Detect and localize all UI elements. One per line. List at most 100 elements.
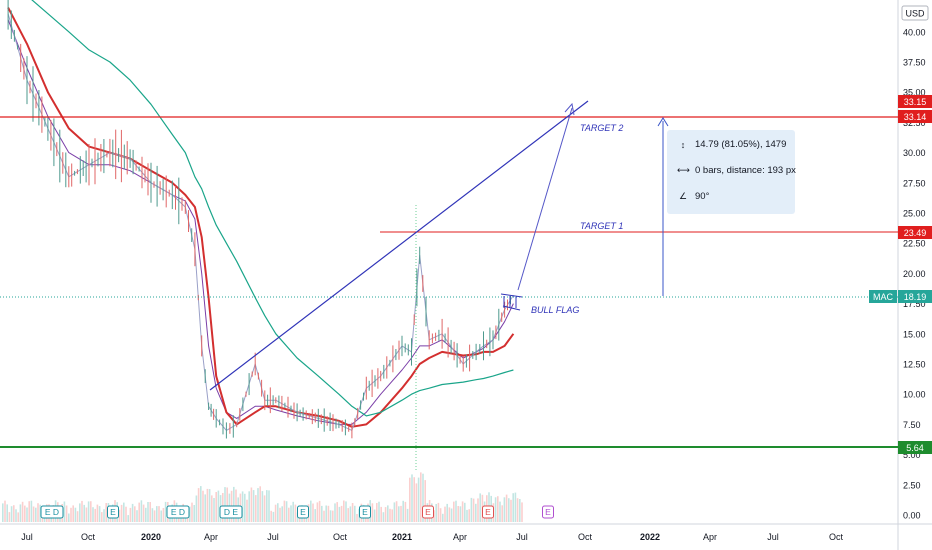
y-tick-label: 30.00 <box>903 148 926 158</box>
volume-bar <box>158 506 160 522</box>
volume-bar <box>450 508 453 522</box>
event-marker[interactable] <box>359 505 371 519</box>
volume-bar <box>283 500 286 522</box>
flag-bottom-line[interactable] <box>502 305 521 311</box>
volume-bar <box>120 504 123 522</box>
volume-bar <box>28 501 30 522</box>
volume-bar <box>72 505 74 522</box>
event-marker[interactable] <box>166 505 190 519</box>
time-axis[interactable]: Jul Oct 2020 Apr Jul Oct 2021 Apr Jul Oct 2022 Apr J… <box>21 532 843 542</box>
event-marker[interactable] <box>40 505 64 519</box>
event-marker[interactable] <box>482 505 494 519</box>
volume-bar <box>415 483 418 522</box>
volume-bar <box>191 502 193 522</box>
volume-bar <box>204 494 206 522</box>
x-tick-label: Apr <box>204 532 218 542</box>
volume-bar <box>466 509 468 522</box>
volume-bar <box>468 509 470 522</box>
measure-row-price: ↕ 14.79 (81.05%), 1479 <box>677 139 787 150</box>
volume-bar <box>455 500 457 522</box>
y-tick-label: 20.00 <box>903 269 926 279</box>
price-tag-support <box>898 441 932 454</box>
slow-ma-line[interactable] <box>8 0 514 417</box>
measure-row-angle: ∠ 90° <box>677 191 709 202</box>
volume-bar <box>277 503 279 522</box>
volume-bar <box>103 509 105 522</box>
volume-bar <box>151 508 154 522</box>
volume-bar <box>310 500 312 522</box>
volume-bar <box>246 499 248 522</box>
volume-bar <box>259 486 261 522</box>
x-tick-label: Jul <box>267 532 279 542</box>
projection-arrow[interactable] <box>517 107 573 291</box>
volume-bar <box>138 502 140 522</box>
volume-bar <box>39 504 41 522</box>
price-tag-target1 <box>898 226 932 239</box>
volume-bar <box>208 489 211 522</box>
volume-bar <box>314 509 316 522</box>
volume-bar <box>290 505 292 522</box>
volume-bar <box>318 500 321 522</box>
volume-bar <box>153 510 156 522</box>
volume-bar <box>98 506 101 522</box>
measure-price-text: 14.79 (81.05%), 1479 <box>695 139 787 150</box>
price-series <box>7 0 514 439</box>
volume-bar <box>343 500 345 522</box>
event-marker[interactable] <box>107 505 119 519</box>
volume-bar <box>439 508 442 522</box>
x-tick-label: Oct <box>578 532 593 542</box>
volume-bar <box>263 495 266 522</box>
measure-info-box[interactable]: ↕ 14.79 (81.05%), 1479 ⟷ 0 bars, distanc… <box>667 130 796 214</box>
event-marker[interactable] <box>422 505 434 519</box>
x-tick-label: Jul <box>767 532 779 542</box>
volume-bar <box>380 506 382 522</box>
x-tick-label: 2020 <box>141 532 161 542</box>
volume-bar <box>384 507 387 522</box>
volume-bar <box>424 480 426 522</box>
volume-bar <box>24 505 26 522</box>
volume-bar <box>508 498 510 522</box>
trend-line[interactable] <box>209 100 589 391</box>
volume-bar <box>125 506 127 522</box>
volume-bar <box>329 510 332 522</box>
volume-bar <box>398 506 400 522</box>
volume-bar <box>26 507 28 522</box>
volume-bar <box>4 500 6 522</box>
volume-bar <box>101 512 103 522</box>
measure-bars-text: 0 bars, distance: 193 px <box>695 165 796 176</box>
volume-bar <box>261 491 264 522</box>
volume-bar <box>90 501 92 522</box>
volume-bar <box>382 512 385 522</box>
volume-bar <box>376 503 378 522</box>
volume-bar <box>257 488 259 522</box>
event-marker[interactable] <box>297 505 309 519</box>
measure-angle-text: 90° <box>695 191 710 202</box>
volume-bar <box>118 509 121 522</box>
volume-bar <box>279 507 281 522</box>
volume-bar <box>437 502 440 522</box>
volume-bar <box>327 505 330 522</box>
last-price-ticker-tag <box>869 290 897 303</box>
volume-bar <box>145 507 147 522</box>
currency-tag[interactable] <box>901 5 929 21</box>
volume-bar <box>241 491 244 522</box>
volume-bar <box>74 507 77 522</box>
x-tick-label: Jul <box>21 532 33 542</box>
volume-bar <box>464 502 466 522</box>
volume-bar <box>420 472 422 522</box>
price-axis[interactable]: 0.00 2.50 5.00 7.50 10.00 12.50 15.00 17.50 20.0… <box>903 27 926 520</box>
volume-bar <box>83 504 85 522</box>
x-tick-label: Apr <box>703 532 717 542</box>
volume-bar <box>134 506 136 522</box>
volume-bar <box>206 488 209 522</box>
volume-bar <box>470 497 473 522</box>
event-marker[interactable] <box>542 505 554 519</box>
measure-arrowhead-icon <box>657 117 669 127</box>
x-tick-label: 2022 <box>640 532 660 542</box>
bull-flag-label: BULL FLAG <box>531 305 579 315</box>
flag-top-line[interactable] <box>500 293 523 298</box>
event-marker[interactable] <box>219 505 243 519</box>
